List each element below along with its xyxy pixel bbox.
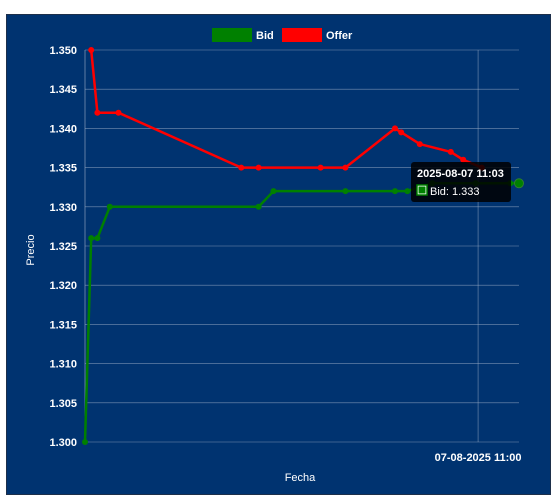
data-point-offer[interactable]: [94, 109, 101, 116]
data-point-bid[interactable]: [82, 439, 88, 445]
chart-panel: Bid Offer 1.350 1.345 1.340 1.335 1.330 1.325 1…: [6, 14, 551, 495]
data-point-offer[interactable]: [255, 164, 262, 171]
data-point-bid[interactable]: [392, 188, 398, 195]
y-tick-label: 1.300: [49, 437, 77, 449]
x-axis-ticks: 07-08-2025 11:00: [435, 452, 522, 464]
y-tick-label: 1.320: [49, 280, 77, 292]
y-tick-label: 1.350: [49, 45, 77, 57]
legend-item-bid[interactable]: Bid: [212, 28, 274, 42]
data-point-offer[interactable]: [342, 164, 349, 171]
line-chart[interactable]: Bid Offer 1.3501.3451.3401.3351.3301.3251…: [7, 15, 552, 496]
chart-legend[interactable]: Bid Offer: [212, 28, 353, 42]
y-tick-label: 1.305: [49, 398, 77, 410]
x-axis-title: Fecha: [285, 472, 316, 484]
y-tick-label: 1.330: [49, 202, 77, 214]
data-point-offer[interactable]: [238, 164, 245, 171]
series-bid: [82, 180, 522, 445]
y-tick-label: 1.345: [49, 84, 77, 96]
x-tick-label: 07-08-2025 11:00: [435, 452, 522, 464]
tooltip-title: 2025-08-07 11:03: [417, 168, 504, 180]
data-point-offer[interactable]: [392, 125, 398, 132]
series-line-bid: [83, 182, 519, 443]
tooltip-color-swatch-fill: [418, 186, 426, 194]
data-point-offer[interactable]: [115, 109, 122, 116]
data-point-offer[interactable]: [317, 164, 324, 171]
hovered-data-point[interactable]: [514, 178, 524, 189]
data-point-offer[interactable]: [447, 148, 454, 155]
data-point-bid[interactable]: [88, 235, 95, 242]
data-point-offer[interactable]: [88, 47, 95, 53]
data-point-offer[interactable]: [416, 141, 423, 148]
hover-tooltip: 2025-08-07 11:03 Bid: 1.333: [411, 162, 511, 202]
legend-label: Bid: [256, 30, 274, 42]
data-point-offer[interactable]: [460, 156, 467, 163]
series-line-offer: [89, 49, 483, 169]
legend-label: Offer: [326, 30, 353, 42]
y-axis-ticks: 1.350 1.345 1.340 1.335 1.330 1.325 1.320 1.315…: [49, 45, 77, 449]
data-point-offer[interactable]: [398, 129, 405, 136]
tooltip-body: Bid: 1.333: [430, 186, 480, 198]
grid-lines: [84, 49, 519, 443]
series-offer: [88, 47, 485, 171]
tooltip-background: [411, 162, 511, 202]
legend-swatch: [212, 28, 252, 42]
data-point-bid[interactable]: [270, 188, 277, 195]
y-axis-title: Precio: [25, 234, 37, 265]
y-tick-label: 1.335: [49, 163, 77, 175]
data-point-bid[interactable]: [404, 188, 411, 195]
data-point-bid[interactable]: [255, 203, 262, 210]
y-tick-label: 1.315: [49, 319, 77, 331]
data-point-bid[interactable]: [342, 188, 349, 195]
data-point-bid[interactable]: [106, 203, 113, 210]
y-tick-label: 1.325: [49, 241, 77, 253]
y-tick-label: 1.340: [49, 123, 77, 135]
legend-swatch: [282, 28, 322, 42]
data-point-bid[interactable]: [94, 235, 101, 242]
legend-item-offer[interactable]: Offer: [282, 28, 353, 42]
y-tick-label: 1.310: [49, 359, 77, 371]
